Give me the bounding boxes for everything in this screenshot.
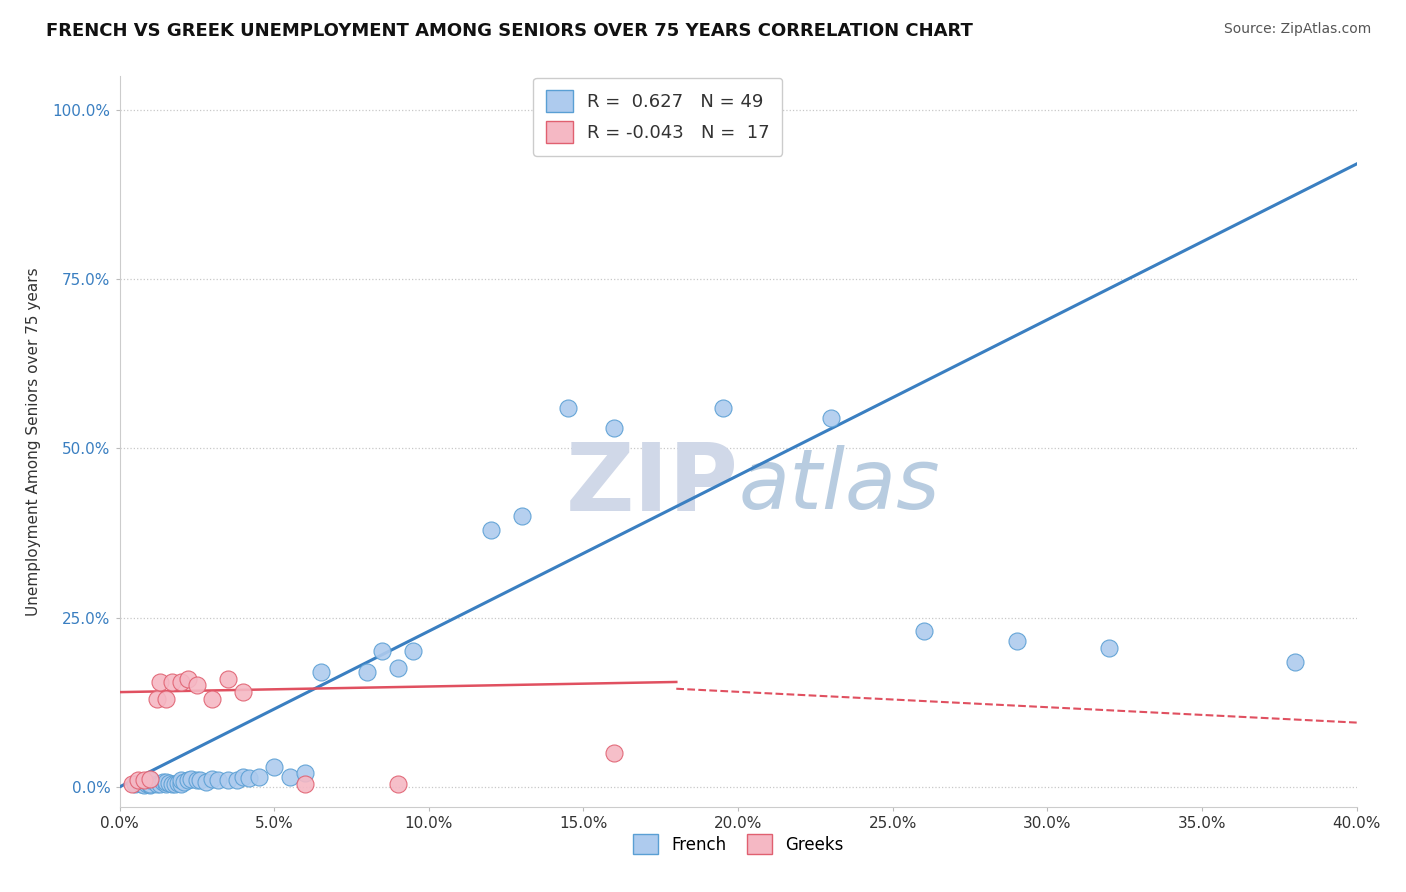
Point [402, 644, 425, 658]
Point [149, 776, 172, 790]
Point [247, 770, 270, 784]
Point [226, 773, 249, 788]
Point [160, 675, 183, 690]
Point [139, 778, 162, 792]
Y-axis label: Unemployment Among Seniors over 75 years: Unemployment Among Seniors over 75 years [27, 268, 41, 615]
Point [912, 624, 935, 639]
Point [127, 773, 149, 788]
Point [129, 776, 152, 790]
Point [207, 773, 229, 788]
Point [139, 776, 162, 790]
Point [170, 773, 193, 788]
Point [820, 410, 842, 425]
Point [603, 421, 626, 435]
Point [155, 776, 177, 790]
Point [136, 777, 159, 791]
Point [170, 675, 193, 690]
Text: FRENCH VS GREEK UNEMPLOYMENT AMONG SENIORS OVER 75 YEARS CORRELATION CHART: FRENCH VS GREEK UNEMPLOYMENT AMONG SENIO… [46, 22, 973, 40]
Point [1005, 634, 1028, 648]
Point [152, 775, 174, 789]
Point [510, 509, 533, 524]
Point [167, 776, 190, 790]
Point [160, 776, 183, 790]
Point [263, 759, 285, 773]
Point [134, 778, 156, 792]
Point [557, 401, 579, 415]
Point [155, 692, 177, 706]
Point [217, 672, 239, 686]
Point [155, 774, 177, 789]
Point [134, 773, 156, 788]
Point [1098, 641, 1121, 656]
Point [278, 770, 301, 784]
Point [186, 678, 208, 692]
Point [309, 665, 332, 679]
Point [387, 776, 409, 790]
Point [173, 774, 195, 789]
Point [124, 776, 146, 790]
Point [201, 692, 224, 706]
Point [121, 776, 143, 790]
Point [371, 644, 394, 658]
Point [176, 773, 198, 788]
Point [603, 746, 626, 760]
Point [176, 672, 198, 686]
Point [139, 772, 162, 786]
Text: Source: ZipAtlas.com: Source: ZipAtlas.com [1223, 22, 1371, 37]
Point [217, 773, 239, 788]
Point [170, 776, 193, 790]
Point [711, 401, 734, 415]
Point [139, 773, 162, 788]
Point [294, 776, 316, 790]
Point [238, 771, 260, 785]
Point [1284, 655, 1306, 669]
Point [145, 776, 167, 790]
Point [195, 774, 218, 789]
Point [479, 523, 502, 537]
Text: ZIP: ZIP [565, 440, 738, 532]
Point [157, 776, 180, 790]
Point [180, 772, 202, 786]
Point [232, 685, 254, 699]
Point [356, 665, 378, 679]
Point [387, 661, 409, 675]
Point [232, 770, 254, 784]
Point [188, 773, 211, 788]
Point [165, 776, 187, 790]
Text: atlas: atlas [738, 445, 939, 526]
Point [186, 773, 208, 788]
Legend: French, Greeks: French, Greeks [627, 828, 849, 861]
Point [145, 692, 167, 706]
Point [201, 772, 224, 786]
Point [149, 675, 172, 690]
Point [294, 766, 316, 780]
